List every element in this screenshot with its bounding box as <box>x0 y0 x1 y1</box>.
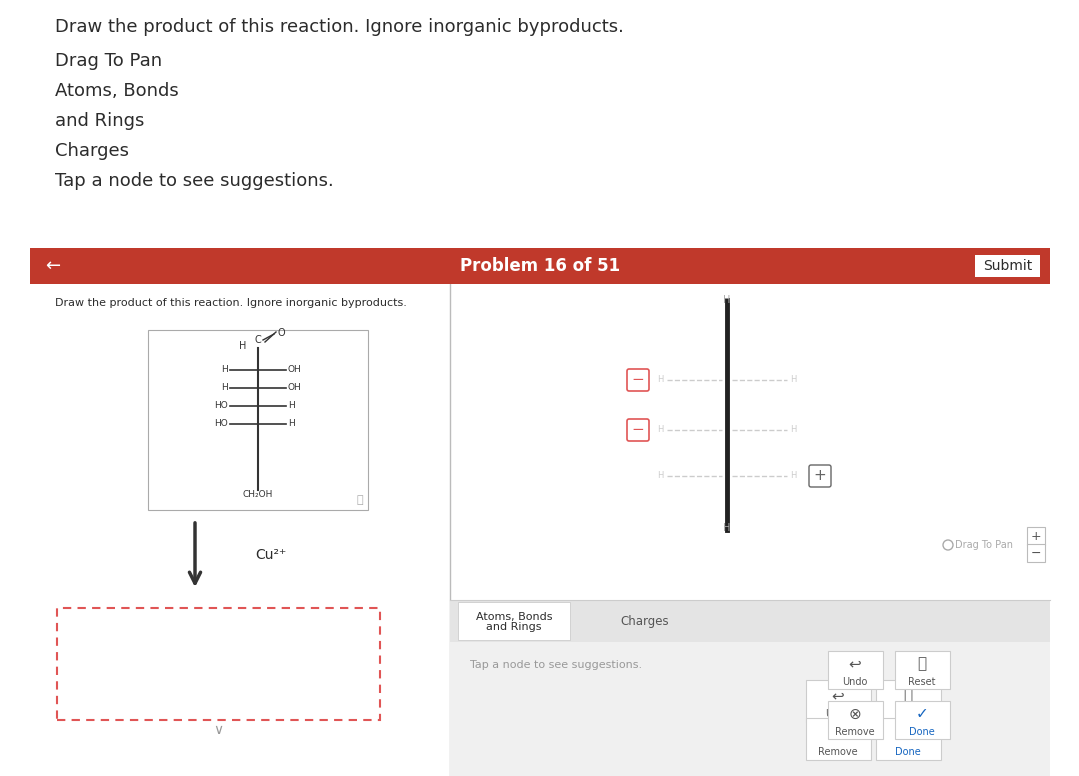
Text: H: H <box>657 425 664 435</box>
Text: +: + <box>1030 529 1041 542</box>
Bar <box>1027 527 1044 545</box>
Text: H: H <box>221 365 228 375</box>
Bar <box>894 701 950 739</box>
Bar <box>828 701 883 739</box>
Text: C: C <box>255 335 261 345</box>
Bar <box>57 608 380 720</box>
Bar <box>450 600 1050 642</box>
Bar <box>975 255 1040 277</box>
Text: Tap a node to see suggestions.: Tap a node to see suggestions. <box>55 172 333 190</box>
Text: ↩: ↩ <box>832 688 845 704</box>
Bar <box>457 602 570 640</box>
Text: −: − <box>631 422 644 438</box>
FancyBboxPatch shape <box>627 419 648 441</box>
Bar <box>806 680 871 722</box>
Text: Problem 16 of 51: Problem 16 of 51 <box>460 257 620 275</box>
Text: Submit: Submit <box>983 259 1033 273</box>
Text: Draw the product of this reaction. Ignore inorganic byproducts.: Draw the product of this reaction. Ignor… <box>55 298 407 308</box>
Text: OH: OH <box>288 365 302 375</box>
Text: Charges: Charges <box>55 142 129 160</box>
Text: ⌕: ⌕ <box>356 495 363 505</box>
Text: and Rings: and Rings <box>487 622 542 632</box>
Text: ⊗: ⊗ <box>848 706 861 722</box>
FancyBboxPatch shape <box>627 369 648 391</box>
Text: Reset: Reset <box>894 709 921 719</box>
Text: HO: HO <box>215 401 228 411</box>
Bar <box>876 680 941 722</box>
Text: Undo: Undo <box>825 709 850 719</box>
Text: Remove: Remove <box>835 727 875 737</box>
Bar <box>148 330 368 510</box>
Bar <box>828 651 883 689</box>
Text: +: + <box>814 469 827 483</box>
Text: Undo: Undo <box>843 677 868 687</box>
Text: H: H <box>723 295 730 305</box>
Text: ✓: ✓ <box>916 706 928 722</box>
Text: ⊗: ⊗ <box>832 726 845 742</box>
Bar <box>820 642 1040 776</box>
Text: Atoms, Bonds: Atoms, Bonds <box>55 82 179 100</box>
Text: ←: ← <box>45 257 60 275</box>
Bar <box>876 718 941 760</box>
Text: H: H <box>288 420 295 428</box>
Bar <box>30 248 1050 284</box>
Bar <box>450 284 1050 776</box>
Text: CH₂OH: CH₂OH <box>243 490 273 499</box>
Text: H: H <box>288 401 295 411</box>
Text: H: H <box>657 376 664 384</box>
Text: Remove: Remove <box>818 747 858 757</box>
Text: 🗑: 🗑 <box>903 688 913 704</box>
Text: Draw the product of this reaction. Ignore inorganic byproducts.: Draw the product of this reaction. Ignor… <box>55 18 624 36</box>
Text: Drag To Pan: Drag To Pan <box>55 52 162 70</box>
Text: Reset: Reset <box>909 677 935 687</box>
Text: −: − <box>631 372 644 387</box>
Text: H: H <box>657 472 664 480</box>
Text: Charges: Charges <box>620 615 669 628</box>
FancyBboxPatch shape <box>809 465 831 487</box>
Text: Done: Done <box>896 747 920 757</box>
Text: Cu²⁺: Cu²⁺ <box>255 548 286 562</box>
Text: H: H <box>221 383 228 393</box>
Text: OH: OH <box>288 383 302 393</box>
Bar <box>806 718 871 760</box>
Text: and Rings: and Rings <box>55 112 145 130</box>
Bar <box>894 651 950 689</box>
Text: H: H <box>790 425 796 435</box>
Text: H: H <box>723 523 730 533</box>
Text: Atoms, Bonds: Atoms, Bonds <box>476 612 552 622</box>
Text: ✓: ✓ <box>902 726 914 742</box>
Text: Tap a node to see suggestions.: Tap a node to see suggestions. <box>470 660 642 670</box>
Bar <box>30 284 450 776</box>
Text: ∨: ∨ <box>214 723 223 737</box>
Text: H: H <box>790 376 796 384</box>
Text: Drag To Pan: Drag To Pan <box>955 540 1013 550</box>
Bar <box>450 642 1050 776</box>
Text: H: H <box>790 472 796 480</box>
Text: HO: HO <box>215 420 228 428</box>
Text: 🗑: 🗑 <box>917 656 927 671</box>
Text: Done: Done <box>910 727 934 737</box>
Text: H: H <box>238 341 246 351</box>
Text: O: O <box>278 328 286 338</box>
Text: ↩: ↩ <box>848 656 861 671</box>
Bar <box>1027 544 1044 562</box>
Text: −: − <box>1030 546 1041 559</box>
